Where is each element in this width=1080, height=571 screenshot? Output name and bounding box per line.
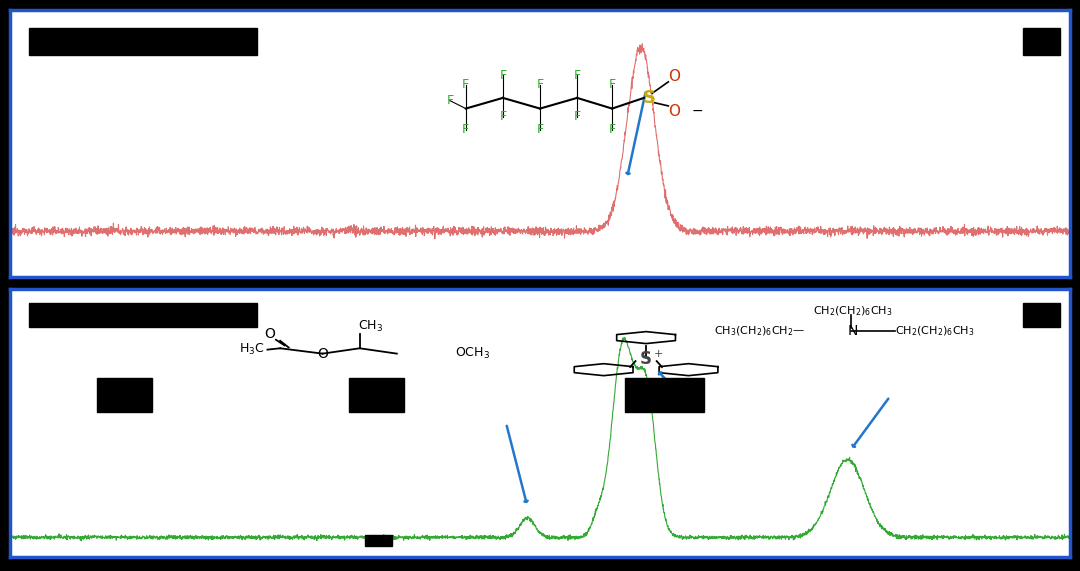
Text: N: N	[848, 324, 858, 338]
Text: +: +	[654, 349, 663, 359]
Bar	[365, 536, 392, 546]
Text: CH$_2$(CH$_2$)$_6$CH$_3$: CH$_2$(CH$_2$)$_6$CH$_3$	[813, 304, 893, 317]
Text: F: F	[573, 110, 581, 123]
Text: F: F	[499, 69, 507, 82]
Bar	[1023, 29, 1059, 55]
Text: O: O	[318, 347, 328, 361]
Text: −: −	[691, 104, 703, 118]
Text: OCH$_3$: OCH$_3$	[455, 346, 490, 361]
Text: F: F	[462, 123, 470, 136]
Text: S: S	[640, 350, 652, 368]
Text: H$_3$C: H$_3$C	[239, 342, 265, 357]
Text: CH$_2$(CH$_2$)$_6$CH$_3$: CH$_2$(CH$_2$)$_6$CH$_3$	[895, 324, 975, 337]
Text: F: F	[446, 94, 454, 107]
Text: F: F	[573, 69, 581, 82]
Text: O: O	[265, 327, 275, 340]
Bar	[349, 377, 404, 412]
Text: F: F	[537, 78, 543, 91]
Text: F: F	[499, 110, 507, 123]
Text: F: F	[608, 123, 616, 136]
Text: F: F	[537, 123, 543, 136]
Text: O: O	[667, 69, 679, 84]
Text: O: O	[667, 104, 679, 119]
Text: F: F	[608, 78, 616, 91]
Bar	[625, 377, 704, 412]
Text: CH$_3$: CH$_3$	[357, 319, 383, 335]
Bar	[29, 303, 257, 327]
Text: S: S	[643, 89, 656, 107]
Bar	[97, 377, 152, 412]
Text: CH$_3$(CH$_2$)$_6$CH$_2$—: CH$_3$(CH$_2$)$_6$CH$_2$—	[714, 324, 806, 337]
Bar	[29, 29, 257, 55]
Text: F: F	[462, 78, 470, 91]
Bar	[1023, 303, 1059, 327]
